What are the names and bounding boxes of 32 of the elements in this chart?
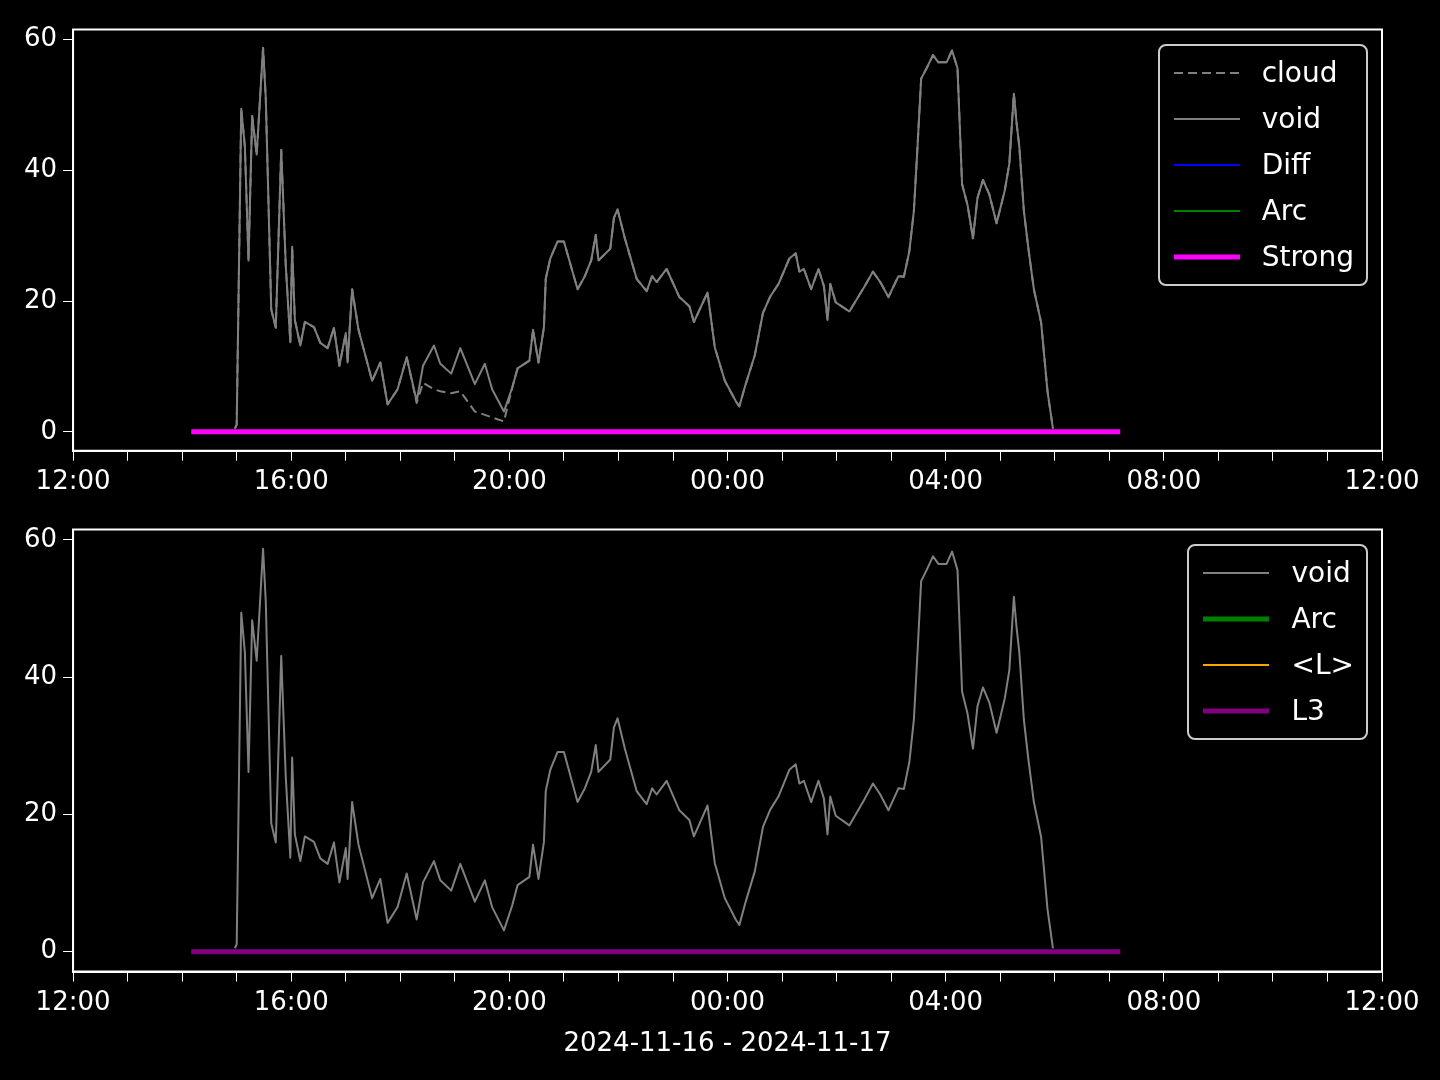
x-tick-label: 12:00: [35, 465, 111, 496]
y-tick-label: 40: [23, 659, 58, 690]
y-tick-label: 20: [23, 797, 58, 828]
y-tick-label: 0: [40, 934, 58, 965]
x-tick-label: 08:00: [1126, 465, 1202, 496]
y-tick-label: 40: [23, 152, 58, 183]
legend-label: void: [1261, 100, 1321, 137]
x-tick-label: 04:00: [908, 465, 984, 496]
y-tick-label: 60: [23, 22, 58, 53]
legend-label: Diff: [1261, 146, 1311, 183]
x-tick-label: 12:00: [1344, 985, 1420, 1016]
legend-label: void: [1291, 554, 1351, 591]
x-tick-label: 20:00: [471, 985, 547, 1016]
x-tick-label: 04:00: [908, 985, 984, 1016]
x-tick-label: 12:00: [1344, 465, 1420, 496]
x-tick-label: 00:00: [690, 465, 766, 496]
x-tick-label: 08:00: [1126, 985, 1202, 1016]
legend-label: L3: [1291, 692, 1325, 729]
x-tick-label: 12:00: [35, 985, 111, 1016]
x-tick-label: 16:00: [253, 985, 329, 1016]
legend-label: Arc: [1261, 192, 1308, 229]
legend-label: Arc: [1291, 600, 1337, 637]
x-axis-title: 2024-11-16 - 2024-11-17: [563, 1027, 892, 1058]
legend-label: <L>: [1291, 646, 1354, 683]
y-tick-label: 0: [40, 414, 58, 445]
y-tick-label: 20: [23, 283, 58, 314]
legend-label: Strong: [1261, 238, 1354, 275]
y-tick-label: 60: [23, 522, 58, 553]
x-tick-label: 00:00: [690, 985, 766, 1016]
x-tick-label: 16:00: [253, 465, 329, 496]
x-tick-label: 20:00: [471, 465, 547, 496]
legend-label: cloud: [1261, 54, 1338, 91]
